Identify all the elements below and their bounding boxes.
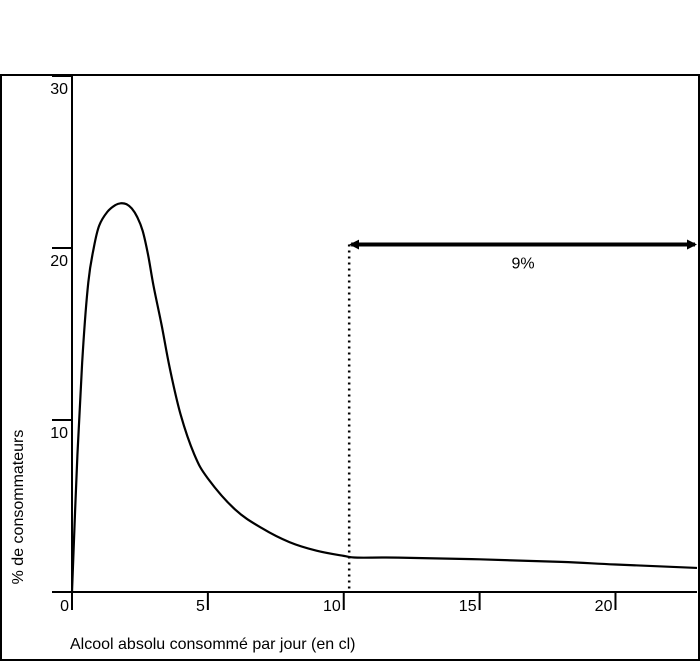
range-percentage-label: 9% <box>512 256 535 273</box>
x-tick-label: 10 <box>323 598 341 615</box>
y-axis-title: % de consommateurs <box>10 430 27 585</box>
y-tick-label: 10 <box>50 425 68 442</box>
x-tick-label: 20 <box>595 598 613 615</box>
x-axis-title: Alcool absolu consommé par jour (en cl) <box>70 636 355 653</box>
x-tick-label: 5 <box>196 598 205 615</box>
x-tick-label: 15 <box>459 598 477 615</box>
x-tick-label: 0 <box>60 598 69 615</box>
y-tick-label: 30 <box>50 81 68 98</box>
y-tick-label: 20 <box>50 253 68 270</box>
distribution-curve <box>70 202 698 593</box>
figure-frame <box>0 74 700 661</box>
